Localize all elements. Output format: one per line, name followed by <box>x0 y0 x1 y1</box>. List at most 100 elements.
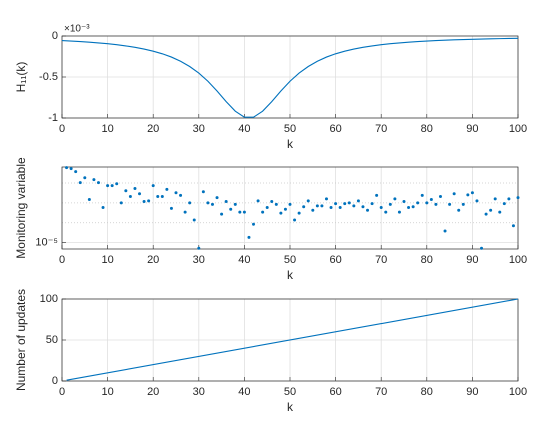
point <box>375 193 379 197</box>
point <box>461 202 465 206</box>
x-tick-label: 10 <box>101 123 113 135</box>
point <box>397 210 401 214</box>
point <box>233 202 237 206</box>
point <box>110 184 114 188</box>
point <box>438 194 442 198</box>
point <box>443 229 447 233</box>
point <box>78 181 82 185</box>
point <box>92 178 96 182</box>
y-axis-label: H₁₁(k) <box>14 62 28 93</box>
x-tick-label: 70 <box>375 254 387 266</box>
point <box>434 202 438 206</box>
x-axis-label: k <box>287 400 294 414</box>
x-tick-label: 0 <box>59 123 65 135</box>
x-tick-label: 90 <box>466 254 478 266</box>
x-tick-label: 80 <box>421 386 433 398</box>
point <box>283 207 287 211</box>
point <box>329 206 333 210</box>
point <box>352 204 356 208</box>
point <box>169 206 173 210</box>
y-exponent: ×10⁻³ <box>64 24 90 35</box>
x-tick-label: 70 <box>375 123 387 135</box>
point <box>242 210 246 214</box>
x-tick-label: 40 <box>238 386 250 398</box>
point <box>147 199 151 203</box>
point <box>484 212 488 216</box>
y-tick-label: 10⁻⁵ <box>35 237 58 249</box>
y-axis-label: Number of updates <box>14 289 28 391</box>
point <box>393 197 397 201</box>
point <box>361 205 365 209</box>
point <box>311 208 315 212</box>
point <box>388 202 392 206</box>
x-tick-label: 50 <box>284 386 296 398</box>
point <box>466 193 470 197</box>
x-tick-label: 100 <box>509 386 527 398</box>
point <box>370 202 374 206</box>
y-axis-label: Monitoring variable <box>14 157 28 259</box>
x-tick-label: 80 <box>421 123 433 135</box>
point <box>206 201 210 205</box>
point <box>288 202 292 206</box>
y-tick-label: 100 <box>40 293 58 305</box>
line <box>61 37 519 118</box>
point <box>507 197 511 201</box>
point <box>179 193 183 197</box>
point <box>210 202 214 206</box>
point <box>101 206 105 210</box>
point <box>470 191 474 195</box>
point <box>261 210 265 214</box>
point <box>493 197 497 201</box>
point <box>452 192 456 196</box>
point <box>247 235 251 239</box>
point <box>516 196 520 200</box>
line <box>66 298 519 381</box>
point <box>201 190 205 194</box>
x-tick-label: 30 <box>193 254 205 266</box>
x-tick-label: 60 <box>329 254 341 266</box>
point <box>265 206 269 210</box>
point <box>69 167 73 171</box>
point <box>320 204 324 208</box>
x-tick-label: 100 <box>509 254 527 266</box>
point <box>74 170 78 174</box>
point <box>416 201 420 205</box>
x-tick-label: 60 <box>329 386 341 398</box>
x-tick-label: 90 <box>466 123 478 135</box>
x-tick-label: 20 <box>147 123 159 135</box>
point <box>429 198 433 202</box>
point <box>420 193 424 197</box>
point <box>192 218 196 222</box>
point <box>183 210 187 214</box>
point <box>356 199 360 203</box>
point <box>83 176 87 180</box>
point <box>224 199 228 203</box>
point <box>384 210 388 214</box>
axes-box <box>61 35 519 119</box>
x-tick-label: 20 <box>147 254 159 266</box>
point <box>343 202 347 206</box>
point <box>315 204 319 208</box>
x-tick-label: 60 <box>329 123 341 135</box>
point <box>366 208 370 212</box>
x-tick-label: 0 <box>59 386 65 398</box>
point <box>448 202 452 206</box>
point <box>306 199 310 203</box>
point <box>215 196 219 200</box>
point <box>402 199 406 203</box>
y-tick-label: 50 <box>46 334 58 346</box>
point <box>174 191 178 195</box>
axes-box <box>61 166 519 250</box>
point <box>188 201 192 205</box>
point <box>293 218 297 222</box>
point <box>229 207 233 211</box>
x-tick-label: 70 <box>375 386 387 398</box>
y-tick-label: 0 <box>52 375 58 387</box>
point <box>87 198 91 202</box>
point <box>475 199 479 203</box>
point <box>106 184 110 188</box>
point <box>498 210 502 214</box>
point <box>457 208 461 212</box>
x-axis-label: k <box>287 268 294 282</box>
